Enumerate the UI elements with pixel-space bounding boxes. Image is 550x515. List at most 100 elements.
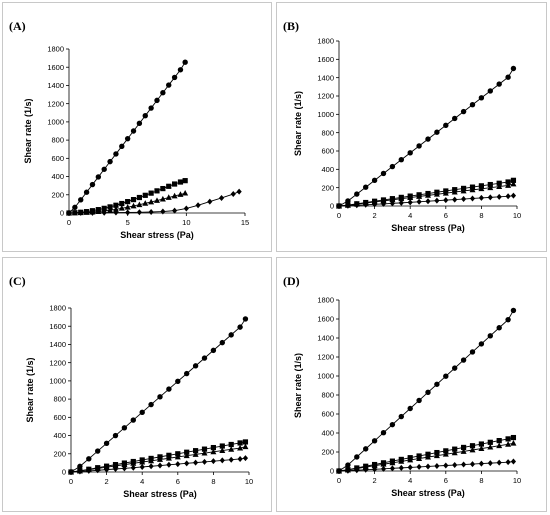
x-axis-title: Shear stress (Pa) [391,488,465,498]
data-point [113,209,119,216]
data-point [460,448,467,454]
data-point [461,444,467,451]
data-point [487,194,493,201]
data-point [160,185,166,192]
data-point [434,197,440,204]
data-point [460,357,467,363]
data-point [192,363,199,369]
data-point [242,443,249,450]
data-point [434,381,440,387]
data-point [425,192,431,198]
chart-c: 0 200 400 600 800 1000 1200 1400 1600 1800 0 2 4 6 8 10… [25,304,253,499]
data-point [130,197,137,203]
data-point [434,462,440,469]
data-point [496,442,503,449]
data-point [86,467,92,474]
data-point [148,105,154,111]
y-tick-label: 0 [330,202,334,211]
series-square [68,439,249,475]
series-circle [336,65,517,209]
x-tick-label: 2 [373,476,377,485]
data-point [228,446,235,452]
series-diamond [66,188,242,216]
y-tick-label: 1600 [317,315,334,324]
y-tick-label: 400 [51,172,64,181]
data-point [118,205,125,211]
data-point [416,198,422,205]
data-point [89,181,96,188]
data-point [237,324,243,330]
data-point [219,457,225,464]
x-tick-label: 0 [337,211,341,220]
series-line [68,191,240,214]
y-tick-label: 600 [321,410,334,419]
data-point [124,203,131,210]
y-tick-label: 600 [321,147,334,156]
data-point [166,82,172,88]
x-tick-label: 2 [105,477,109,486]
data-point [505,74,511,80]
data-point [107,206,114,213]
data-point [407,405,413,412]
data-point [77,468,83,475]
data-point [469,446,476,453]
data-point [183,205,189,212]
data-point [380,465,387,472]
data-point [228,441,234,448]
data-point [142,200,149,206]
data-point [113,202,119,208]
y-tick-label: 1600 [47,63,64,72]
data-point [139,463,145,470]
data-point [201,446,208,452]
y-tick-label: 1800 [317,37,334,46]
data-point [478,445,485,451]
data-point [242,316,249,322]
x-tick-label: 0 [337,476,341,485]
data-point [469,349,476,355]
data-point [389,421,396,428]
y-tick-label: 0 [330,467,334,476]
x-axis-title: Shear stress (Pa) [123,489,197,499]
data-point [210,347,217,354]
data-point [380,200,387,207]
data-point [218,194,225,201]
data-point [136,194,142,201]
data-point [407,194,414,200]
data-point [125,209,131,216]
data-point [451,449,458,456]
data-point [478,95,485,101]
data-point [219,443,225,449]
y-tick-label: 1200 [49,358,66,367]
x-tick-label: 5 [126,218,130,227]
data-point [416,397,422,404]
data-point [89,209,96,216]
data-point [171,192,178,199]
data-point [460,108,467,115]
x-tick-label: 8 [479,476,483,485]
data-point [510,440,517,446]
data-point [201,449,208,456]
y-tick-label: 1000 [49,376,66,385]
data-point [398,195,405,202]
data-point [148,463,154,470]
data-point [425,136,431,142]
data-point [136,120,143,127]
data-point [505,179,511,185]
data-point [496,180,502,186]
data-point [157,456,163,462]
data-point [154,188,160,194]
data-point [443,197,449,204]
data-point [159,195,166,202]
chart-a: 0 200 400 600 800 1000 1200 1400 1600 1800 0 5 10 15 S… [23,45,249,240]
data-point [125,199,131,205]
data-point [177,191,184,197]
data-point [425,198,431,205]
y-tick-label: 400 [321,429,334,438]
data-point [505,316,511,323]
data-point [130,202,137,209]
data-point [425,453,431,460]
data-point [171,74,178,81]
y-tick-label: 1400 [47,81,64,90]
data-point [496,438,502,444]
data-point [496,325,502,331]
